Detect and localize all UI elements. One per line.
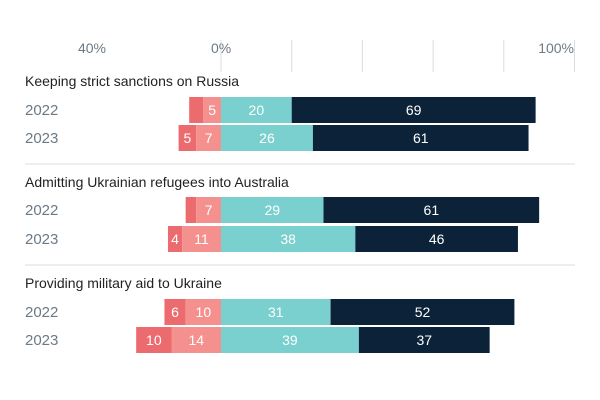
bar-segment-neg-strong [136, 327, 172, 353]
bar-segment-neg [203, 97, 221, 123]
bar-segment-neg [171, 327, 221, 353]
bar-segment-neg-strong [167, 226, 183, 252]
bar-segment-neg-strong [164, 299, 186, 325]
data-label: 20 [249, 102, 265, 118]
bar-segment-pos-strong [358, 327, 490, 353]
year-label: 2023 [25, 130, 58, 147]
data-label: 29 [264, 202, 280, 218]
data-label: 46 [429, 231, 445, 247]
bar-segment-pos-strong [323, 197, 540, 223]
group-title: Keeping strict sanctions on Russia [25, 73, 239, 89]
data-label: 14 [188, 332, 204, 348]
data-label: 39 [282, 332, 298, 348]
data-label: 10 [146, 332, 162, 348]
data-label: 69 [406, 102, 422, 118]
data-label: 7 [205, 202, 213, 218]
data-label: 4 [171, 231, 179, 247]
bar-segment-pos [221, 197, 324, 223]
bar-segment-pos [221, 299, 331, 325]
data-label: 7 [205, 130, 213, 146]
bar-segment-neg [182, 226, 221, 252]
bar-segment-pos-strong [312, 125, 529, 151]
year-label: 2023 [25, 332, 58, 349]
group-title: Admitting Ukrainian refugees into Austra… [25, 174, 289, 190]
data-label: 6 [171, 304, 179, 320]
data-label: 61 [424, 202, 440, 218]
bar-segment-pos [221, 226, 356, 252]
group-title: Providing military aid to Ukraine [25, 275, 222, 291]
bar-segment-neg [196, 125, 221, 151]
data-label: 10 [196, 304, 212, 320]
data-label: 38 [280, 231, 296, 247]
year-label: 2023 [25, 231, 58, 248]
data-label: 52 [415, 304, 431, 320]
bar-segment-pos [221, 125, 313, 151]
bar-segment-pos [221, 97, 292, 123]
year-label: 2022 [25, 304, 58, 321]
bar-segment-pos [221, 327, 359, 353]
bar-segment-pos-strong [330, 299, 515, 325]
bar-segment-neg-strong [178, 125, 197, 151]
data-label: 37 [416, 332, 432, 348]
axis-tick-label: 40% [78, 40, 106, 56]
data-label: 11 [194, 231, 209, 247]
data-label: 5 [208, 102, 216, 118]
bar-segment-neg-strong [189, 97, 204, 123]
axis-tick-label: 0% [211, 40, 231, 56]
bar-segment-pos-strong [355, 226, 518, 252]
data-label: 5 [184, 130, 192, 146]
axis-tick-label: 100% [538, 40, 574, 56]
bar-segment-neg-strong [185, 197, 197, 223]
bar-segment-pos-strong [291, 97, 536, 123]
data-label: 26 [259, 130, 275, 146]
bar-segment-neg [185, 299, 221, 325]
year-label: 2022 [25, 202, 58, 219]
data-label: 31 [268, 304, 284, 320]
data-label: 61 [413, 130, 429, 146]
year-label: 2022 [25, 102, 58, 119]
bar-segment-neg [196, 197, 221, 223]
